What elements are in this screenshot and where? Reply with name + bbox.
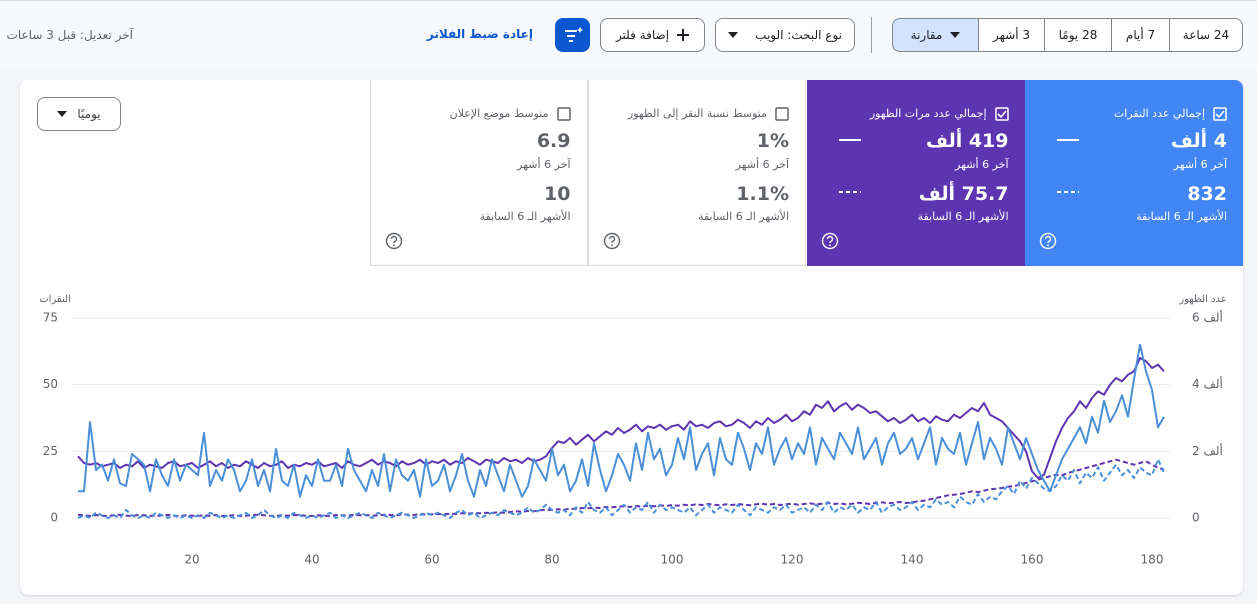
plus-icon <box>677 29 690 41</box>
checkbox <box>775 107 789 121</box>
current-line-icon <box>1057 139 1079 141</box>
metric-previous-period: الأشهر الـ 6 السابقة <box>479 210 571 223</box>
y2-tick-label: 4 ألف <box>1192 376 1223 391</box>
metric-tile[interactable]: متوسط موضع الإعلان 6.9 آخر 6 أشهر 10 الأشهر … <box>369 80 588 266</box>
divider <box>871 17 872 53</box>
metric-label: إجمالي عدد مرات الظهور <box>869 107 987 120</box>
metric-label: متوسط نسبة النقر إلى الظهور <box>627 107 767 120</box>
metric-tile[interactable]: إجمالي عدد مرات الظهور 419 ألف آخر 6 أشهر 7… <box>806 80 1025 266</box>
x-tick-label: 20 <box>184 553 199 567</box>
add-filter-label: إضافة فلتر <box>615 28 670 42</box>
date-range-button[interactable]: 24 ساعة <box>1169 18 1243 52</box>
granularity-dropdown[interactable]: يوميًا <box>37 97 121 131</box>
x-tick-label: 60 <box>424 553 439 567</box>
series-line <box>78 343 1165 498</box>
previous-line-icon <box>838 191 861 193</box>
metric-previous-period: الأشهر الـ 6 السابقة <box>917 210 1009 223</box>
x-tick-label: 40 <box>304 553 319 567</box>
metric-previous: 832 <box>1187 183 1227 205</box>
help-icon <box>1039 232 1057 250</box>
filter-icon <box>565 27 583 42</box>
x-tick-label: 160 <box>1021 553 1044 567</box>
date-range-button[interactable]: 28 يومًا <box>1044 18 1111 52</box>
search-type-dropdown[interactable]: نوع البحث: الويب <box>715 18 855 52</box>
checkbox <box>994 107 1009 121</box>
granularity-label: يوميًا <box>77 107 101 121</box>
y2-tick-label: 0 <box>1192 511 1200 525</box>
metric-current: 4 ألف <box>1170 130 1227 152</box>
metric-current-period: آخر 6 أشهر <box>1173 158 1227 171</box>
x-tick-label: 180 <box>1141 553 1164 567</box>
checkbox <box>556 107 571 121</box>
y2-tick-label: 2 ألف <box>1192 443 1223 458</box>
metric-current: 1% <box>756 130 789 152</box>
date-range-button[interactable]: 7 أيام <box>1111 18 1169 52</box>
metric-tile[interactable]: إجمالي عدد النقرات 4 ألف آخر 6 أشهر 832 الأش… <box>1025 80 1243 266</box>
checkbox <box>1213 107 1227 121</box>
y2-tick-label: 6 ألف <box>1192 310 1223 325</box>
search-type-label: نوع البحث: الويب <box>755 28 842 42</box>
y-tick-label: 50 <box>43 377 58 391</box>
metric-current-period: آخر 6 أشهر <box>735 158 789 171</box>
metric-previous-period: الأشهر الـ 6 السابقة <box>698 210 789 223</box>
metric-previous-period: الأشهر الـ 6 السابقة <box>1136 210 1227 223</box>
date-range-button[interactable]: 3 أشهر <box>978 18 1044 52</box>
metric-current-period: آخر 6 أشهر <box>517 158 571 171</box>
series-line <box>77 357 1165 479</box>
metric-tile[interactable]: متوسط نسبة النقر إلى الظهور 1% آخر 6 أشهر 1… <box>588 80 806 266</box>
help-icon <box>603 232 621 250</box>
reset-filters-link[interactable]: إعادة ضبط الفلاتر <box>426 27 533 41</box>
y2-axis-title: عدد الظهور <box>1178 294 1226 305</box>
metric-previous: 1.1% <box>736 183 789 205</box>
dropdown-arrow <box>57 111 68 117</box>
x-tick-label: 80 <box>544 553 559 567</box>
y-tick-label: 0 <box>50 511 58 525</box>
metric-label: متوسط موضع الإعلان <box>449 107 549 120</box>
x-tick-label: 140 <box>901 553 924 567</box>
compare-button[interactable]: مقارنة <box>892 18 978 52</box>
y-axis-title: النقرات <box>39 294 71 305</box>
metric-previous: 10 <box>544 183 571 205</box>
filter-icon-button[interactable] <box>555 18 590 52</box>
metric-current: 6.9 <box>536 130 571 152</box>
x-tick-label: 120 <box>781 553 804 567</box>
metric-label: إجمالي عدد النقرات <box>1113 107 1205 120</box>
compare-label: مقارنة <box>910 28 943 42</box>
metric-current: 419 ألف <box>925 130 1009 152</box>
y-tick-label: 75 <box>43 311 58 325</box>
y-tick-label: 25 <box>43 444 58 458</box>
previous-series-line <box>77 458 1165 517</box>
previous-line-icon <box>1057 191 1079 193</box>
last-updated: آخر تعديل: قبل 3 ساعات <box>6 28 133 42</box>
dropdown-arrow <box>950 32 961 38</box>
help-icon <box>385 232 402 250</box>
metric-current-period: آخر 6 أشهر <box>955 158 1009 171</box>
x-tick-label: 100 <box>661 553 684 567</box>
add-filter-button[interactable]: إضافة فلتر <box>600 18 705 52</box>
current-line-icon <box>838 139 861 141</box>
help-icon <box>821 232 838 250</box>
previous-series-line <box>77 458 1165 519</box>
metric-previous: 75.7 ألف <box>918 183 1009 205</box>
dropdown-arrow <box>728 32 738 38</box>
